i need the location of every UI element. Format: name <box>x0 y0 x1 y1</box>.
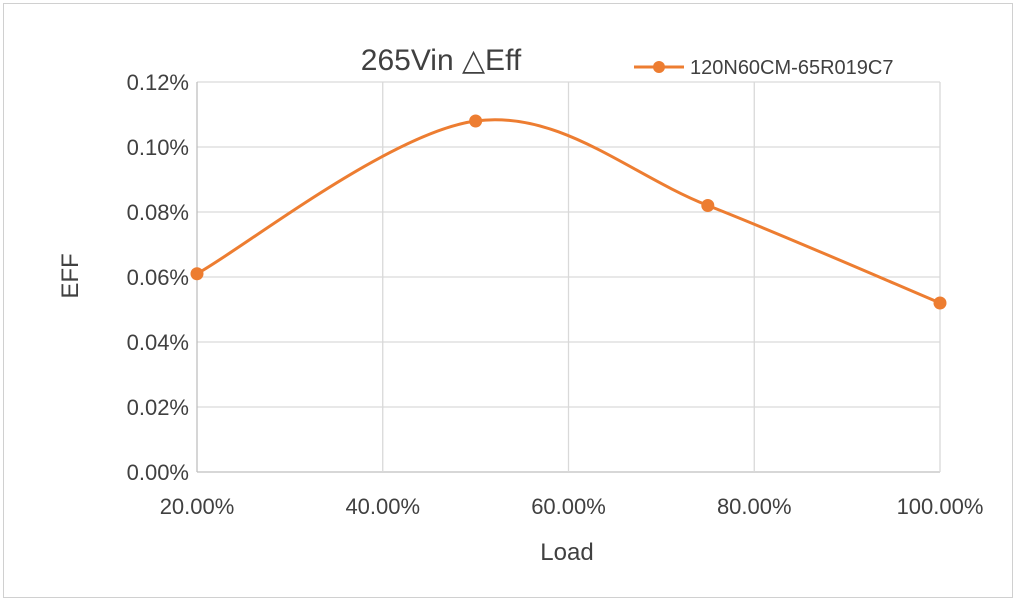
y-axis-ticks: 0.00% 0.02% 0.04% 0.06% 0.08% 0.10% 0.12% <box>127 70 189 485</box>
data-point <box>191 267 204 280</box>
x-tick-label: 80.00% <box>717 494 792 519</box>
x-tick-label: 100.00% <box>897 494 984 519</box>
y-tick-label: 0.02% <box>127 395 189 420</box>
gridlines <box>197 82 940 472</box>
data-point <box>701 199 714 212</box>
y-tick-label: 0.12% <box>127 70 189 95</box>
x-axis-ticks: 20.00% 40.00% 60.00% 80.00% 100.00% <box>160 494 984 519</box>
x-axis-title: Load <box>540 539 593 566</box>
y-tick-label: 0.08% <box>127 200 189 225</box>
y-axis-title: EFF <box>57 253 84 298</box>
data-point <box>934 297 947 310</box>
legend-marker <box>653 61 665 73</box>
x-tick-label: 20.00% <box>160 494 235 519</box>
x-tick-label: 40.00% <box>345 494 420 519</box>
data-point <box>469 115 482 128</box>
y-tick-label: 0.10% <box>127 135 189 160</box>
x-tick-label: 60.00% <box>531 494 606 519</box>
y-tick-label: 0.00% <box>127 460 189 485</box>
legend: 120N60CM-65R019C7 <box>634 57 893 79</box>
y-tick-label: 0.04% <box>127 330 189 355</box>
chart-title: 265Vin △Eff <box>361 44 522 77</box>
legend-label: 120N60CM-65R019C7 <box>690 57 893 79</box>
y-tick-label: 0.06% <box>127 265 189 290</box>
